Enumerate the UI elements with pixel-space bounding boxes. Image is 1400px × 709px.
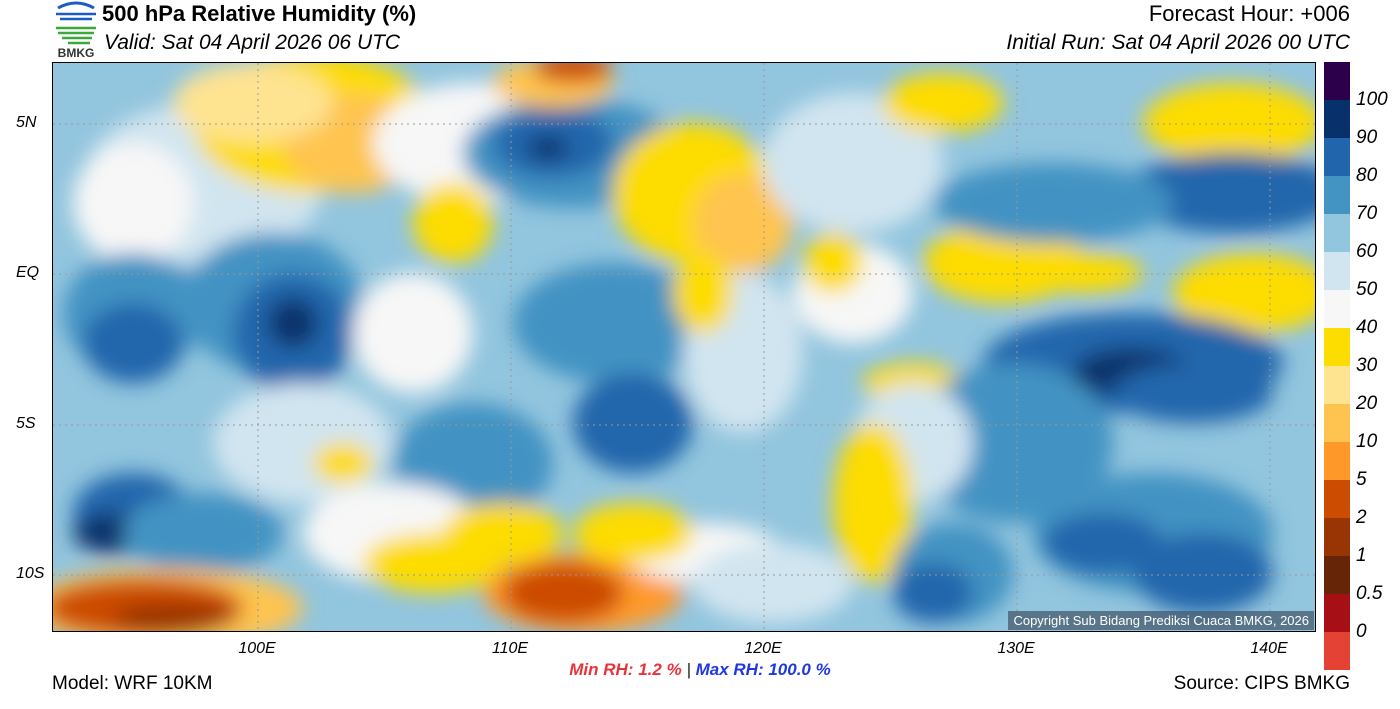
- colorbar-label: 70: [1356, 203, 1378, 224]
- colorbar-bin: [1324, 556, 1350, 594]
- colorbar-label: 20: [1356, 393, 1378, 414]
- colorbar-label: 1: [1356, 545, 1367, 566]
- humidity-contour: [1173, 253, 1315, 333]
- colorbar-bin: [1324, 290, 1350, 328]
- colorbar-bin: [1324, 176, 1350, 214]
- colorbar-bin: [1324, 518, 1350, 556]
- colorbar-label: 5: [1356, 469, 1367, 490]
- colorbar-bin: [1324, 252, 1350, 290]
- forecast-hour: Forecast Hour: +006: [1148, 1, 1350, 26]
- humidity-contour: [513, 263, 713, 383]
- colorbar-bin: [1324, 328, 1350, 366]
- humidity-contour: [353, 273, 473, 393]
- humidity-contour: [1113, 363, 1273, 423]
- humidity-contour: [73, 143, 193, 263]
- humidity-contour: [533, 63, 613, 83]
- humidity-contour: [268, 298, 318, 348]
- humidity-contour: [803, 233, 863, 293]
- source-label: Source: CIPS BMKG: [1173, 673, 1350, 694]
- colorbar-bin: [1324, 138, 1350, 176]
- humidity-contour: [573, 373, 693, 473]
- colorbar-label: 0.5: [1356, 583, 1383, 604]
- humidity-contour: [1133, 533, 1273, 613]
- humidity-contour: [763, 93, 943, 233]
- humidity-contour: [1143, 83, 1315, 163]
- lat-label: EQ: [16, 264, 40, 281]
- colorbar-label: 2: [1356, 507, 1367, 528]
- colorbar: [1324, 62, 1350, 670]
- rh-stats: Min RH: 1.2 % | Max RH: 100.0 %: [0, 660, 1400, 680]
- humidity-contour: [413, 183, 493, 263]
- valid-time: Valid: Sat 04 April 2026 06 UTC: [104, 31, 401, 54]
- colorbar-bin: [1324, 442, 1350, 480]
- humidity-contour: [1043, 513, 1163, 573]
- colorbar-label: 0: [1356, 621, 1367, 642]
- humidity-contour: [693, 173, 793, 273]
- min-rh-label: Min RH:: [569, 660, 634, 679]
- humidity-contour: [673, 253, 733, 333]
- humidity-contour: [913, 363, 1113, 523]
- humidity-contour: [883, 73, 1003, 133]
- min-rh-value: 1.2 %: [638, 660, 682, 679]
- colorbar-label: 80: [1356, 165, 1378, 186]
- humidity-contour: [83, 303, 183, 383]
- lon-label: 120E: [744, 640, 782, 657]
- lat-label: 5S: [16, 415, 36, 432]
- humidity-contour: [528, 136, 568, 160]
- max-rh-value: 100.0 %: [768, 660, 831, 679]
- initial-run: Initial Run: Sat 04 April 2026 00 UTC: [1006, 31, 1350, 54]
- humidity-contour: [1123, 153, 1315, 233]
- humidity-contour: [573, 503, 693, 563]
- lon-label: 140E: [1250, 640, 1288, 657]
- colorbar-bin: [1324, 62, 1350, 100]
- lat-label: 5N: [16, 114, 37, 131]
- svg-text:BMKG: BMKG: [58, 46, 95, 60]
- humidity-contour: [443, 503, 563, 563]
- humidity-map: Copyright Sub Bidang Prediksi Cuaca BMKG…: [52, 62, 1316, 632]
- humidity-contour: [173, 63, 333, 143]
- humidity-contour: [833, 423, 913, 583]
- colorbar-label: 60: [1356, 241, 1378, 262]
- colorbar-label: 50: [1356, 279, 1378, 300]
- colorbar-bin: [1324, 214, 1350, 252]
- copyright: Copyright Sub Bidang Prediksi Cuaca BMKG…: [1008, 611, 1314, 630]
- humidity-contour: [213, 383, 393, 503]
- colorbar-label: 100: [1356, 89, 1388, 110]
- humidity-contour: [1023, 253, 1143, 293]
- colorbar-bin: [1324, 100, 1350, 138]
- colorbar-bin: [1324, 480, 1350, 518]
- humidity-contour: [893, 563, 973, 623]
- colorbar-bin: [1324, 632, 1350, 670]
- chart-title: 500 hPa Relative Humidity (%): [102, 1, 417, 26]
- colorbar-bin: [1324, 404, 1350, 442]
- colorbar-label: 10: [1356, 431, 1378, 452]
- colorbar-label: 30: [1356, 355, 1378, 376]
- humidity-contour: [123, 493, 283, 573]
- lat-label: 10S: [16, 565, 45, 582]
- humidity-contour: [503, 563, 623, 623]
- lon-label: 110E: [491, 640, 529, 657]
- humidity-contour: [933, 163, 1173, 243]
- colorbar-label: 90: [1356, 127, 1378, 148]
- model-label: Model: WRF 10KM: [52, 673, 213, 694]
- colorbar-bin: [1324, 594, 1350, 632]
- max-rh-label: Max RH:: [695, 660, 764, 679]
- colorbar-bin: [1324, 366, 1350, 404]
- lon-label: 100E: [238, 640, 276, 657]
- lon-label: 130E: [997, 640, 1035, 657]
- humidity-contour: [113, 603, 233, 631]
- humidity-contour: [313, 443, 373, 483]
- colorbar-label: 40: [1356, 317, 1378, 338]
- stats-separator: |: [686, 660, 691, 679]
- humidity-contour: [693, 543, 853, 623]
- bmkg-logo: BMKG: [52, 0, 100, 60]
